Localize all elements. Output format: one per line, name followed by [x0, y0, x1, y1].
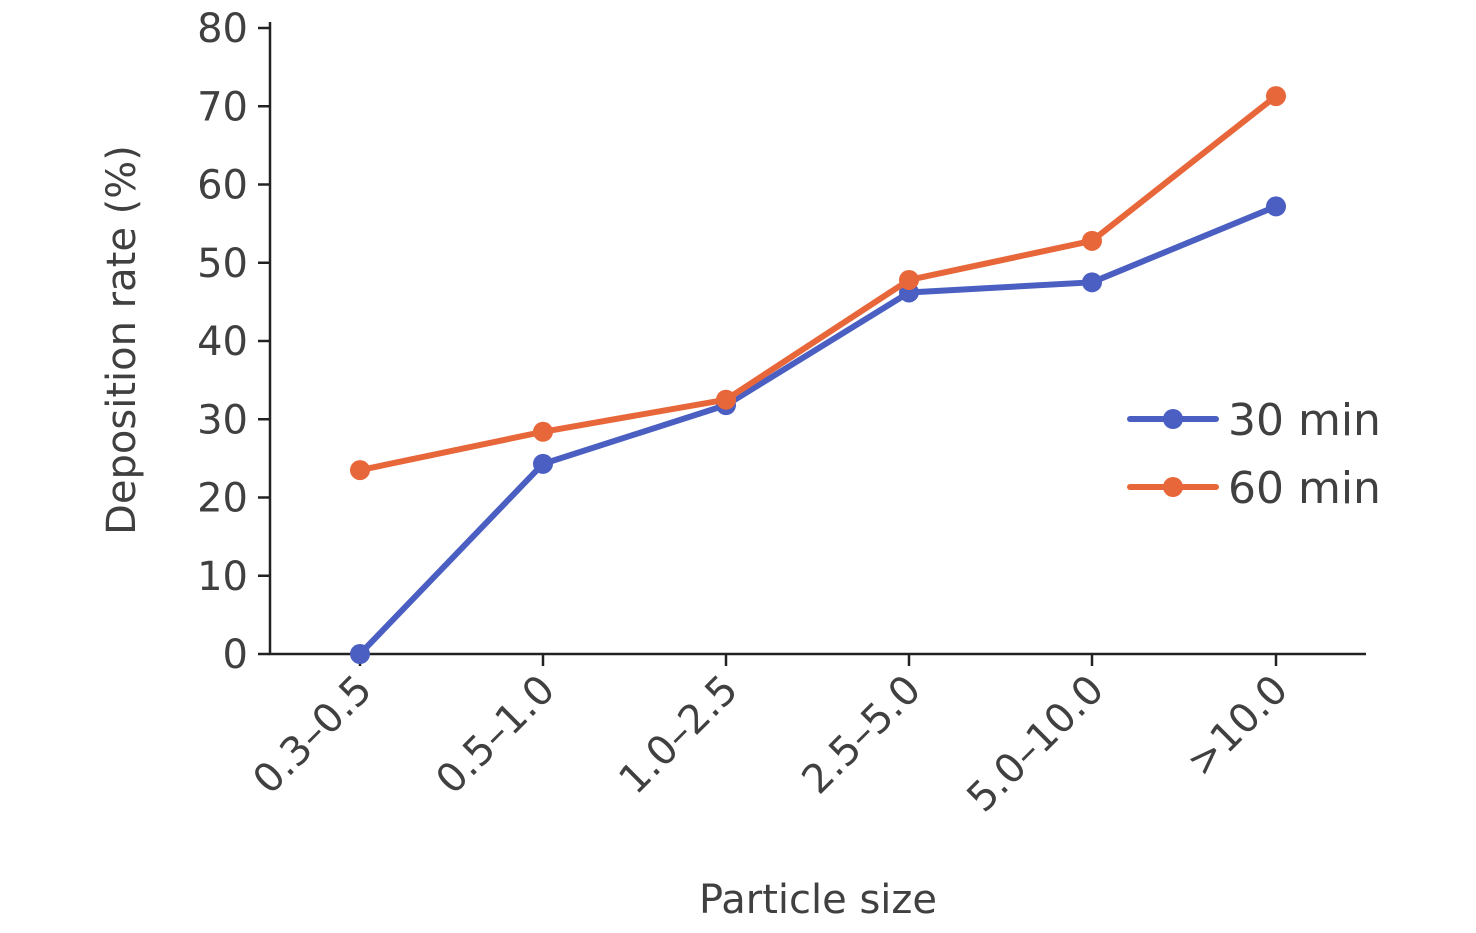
- y-tick-label: 20: [197, 476, 248, 522]
- series-line: [357, 203, 1279, 657]
- y-tick-label: 30: [197, 397, 248, 443]
- legend-label: 30 min: [1228, 395, 1381, 446]
- y-tick-label: 40: [197, 319, 248, 365]
- data-point: [533, 421, 553, 442]
- series-2: [350, 86, 1286, 481]
- x-tick-label: >10.0: [1178, 667, 1297, 786]
- y-tick-label: 50: [197, 241, 248, 287]
- y-tick-label: 10: [197, 554, 248, 600]
- y-tick-label: 0: [223, 632, 248, 678]
- series-line: [357, 93, 1279, 474]
- x-tick-label: 1.0–2.5: [610, 667, 747, 804]
- axis-lines: [268, 22, 1366, 656]
- data-point: [350, 460, 370, 481]
- legend-item: 30 min: [1127, 395, 1381, 446]
- legend-item: 60 min: [1127, 463, 1381, 514]
- y-axis-title: Deposition rate (%): [99, 145, 145, 535]
- legend-swatch-marker: [1163, 477, 1183, 497]
- series-1: [350, 196, 1286, 664]
- y-tick-label: 70: [197, 84, 248, 130]
- data-point: [533, 453, 553, 474]
- data-point: [716, 389, 736, 410]
- x-tick-label: 5.0–10.0: [958, 667, 1113, 822]
- data-point: [899, 269, 919, 290]
- x-tick-label: 0.3–0.5: [244, 667, 381, 804]
- data-point: [1266, 86, 1286, 107]
- series-layer: [350, 86, 1286, 664]
- x-axis-ticks: 0.3–0.5 0.5–1.0 1.0–2.5 2.5–5.0 5.0–10.0 >10.…: [244, 654, 1297, 821]
- data-point: [1082, 230, 1102, 251]
- x-tick-label: 2.5–5.0: [793, 667, 930, 804]
- legend-swatch-marker: [1163, 409, 1183, 429]
- data-point: [350, 644, 370, 664]
- data-point: [1082, 272, 1102, 293]
- x-axis-title: Particle size: [699, 877, 937, 923]
- x-tick-label: 0.5–1.0: [427, 667, 564, 804]
- data-point: [1266, 196, 1286, 217]
- legend-label: 60 min: [1228, 463, 1381, 514]
- y-tick-label: 80: [197, 6, 248, 52]
- y-tick-label: 60: [197, 163, 248, 209]
- y-axis-ticks: 0 10 20 30 40 50 60 70 80: [197, 6, 270, 678]
- legend: 30 min 60 min: [1127, 395, 1381, 514]
